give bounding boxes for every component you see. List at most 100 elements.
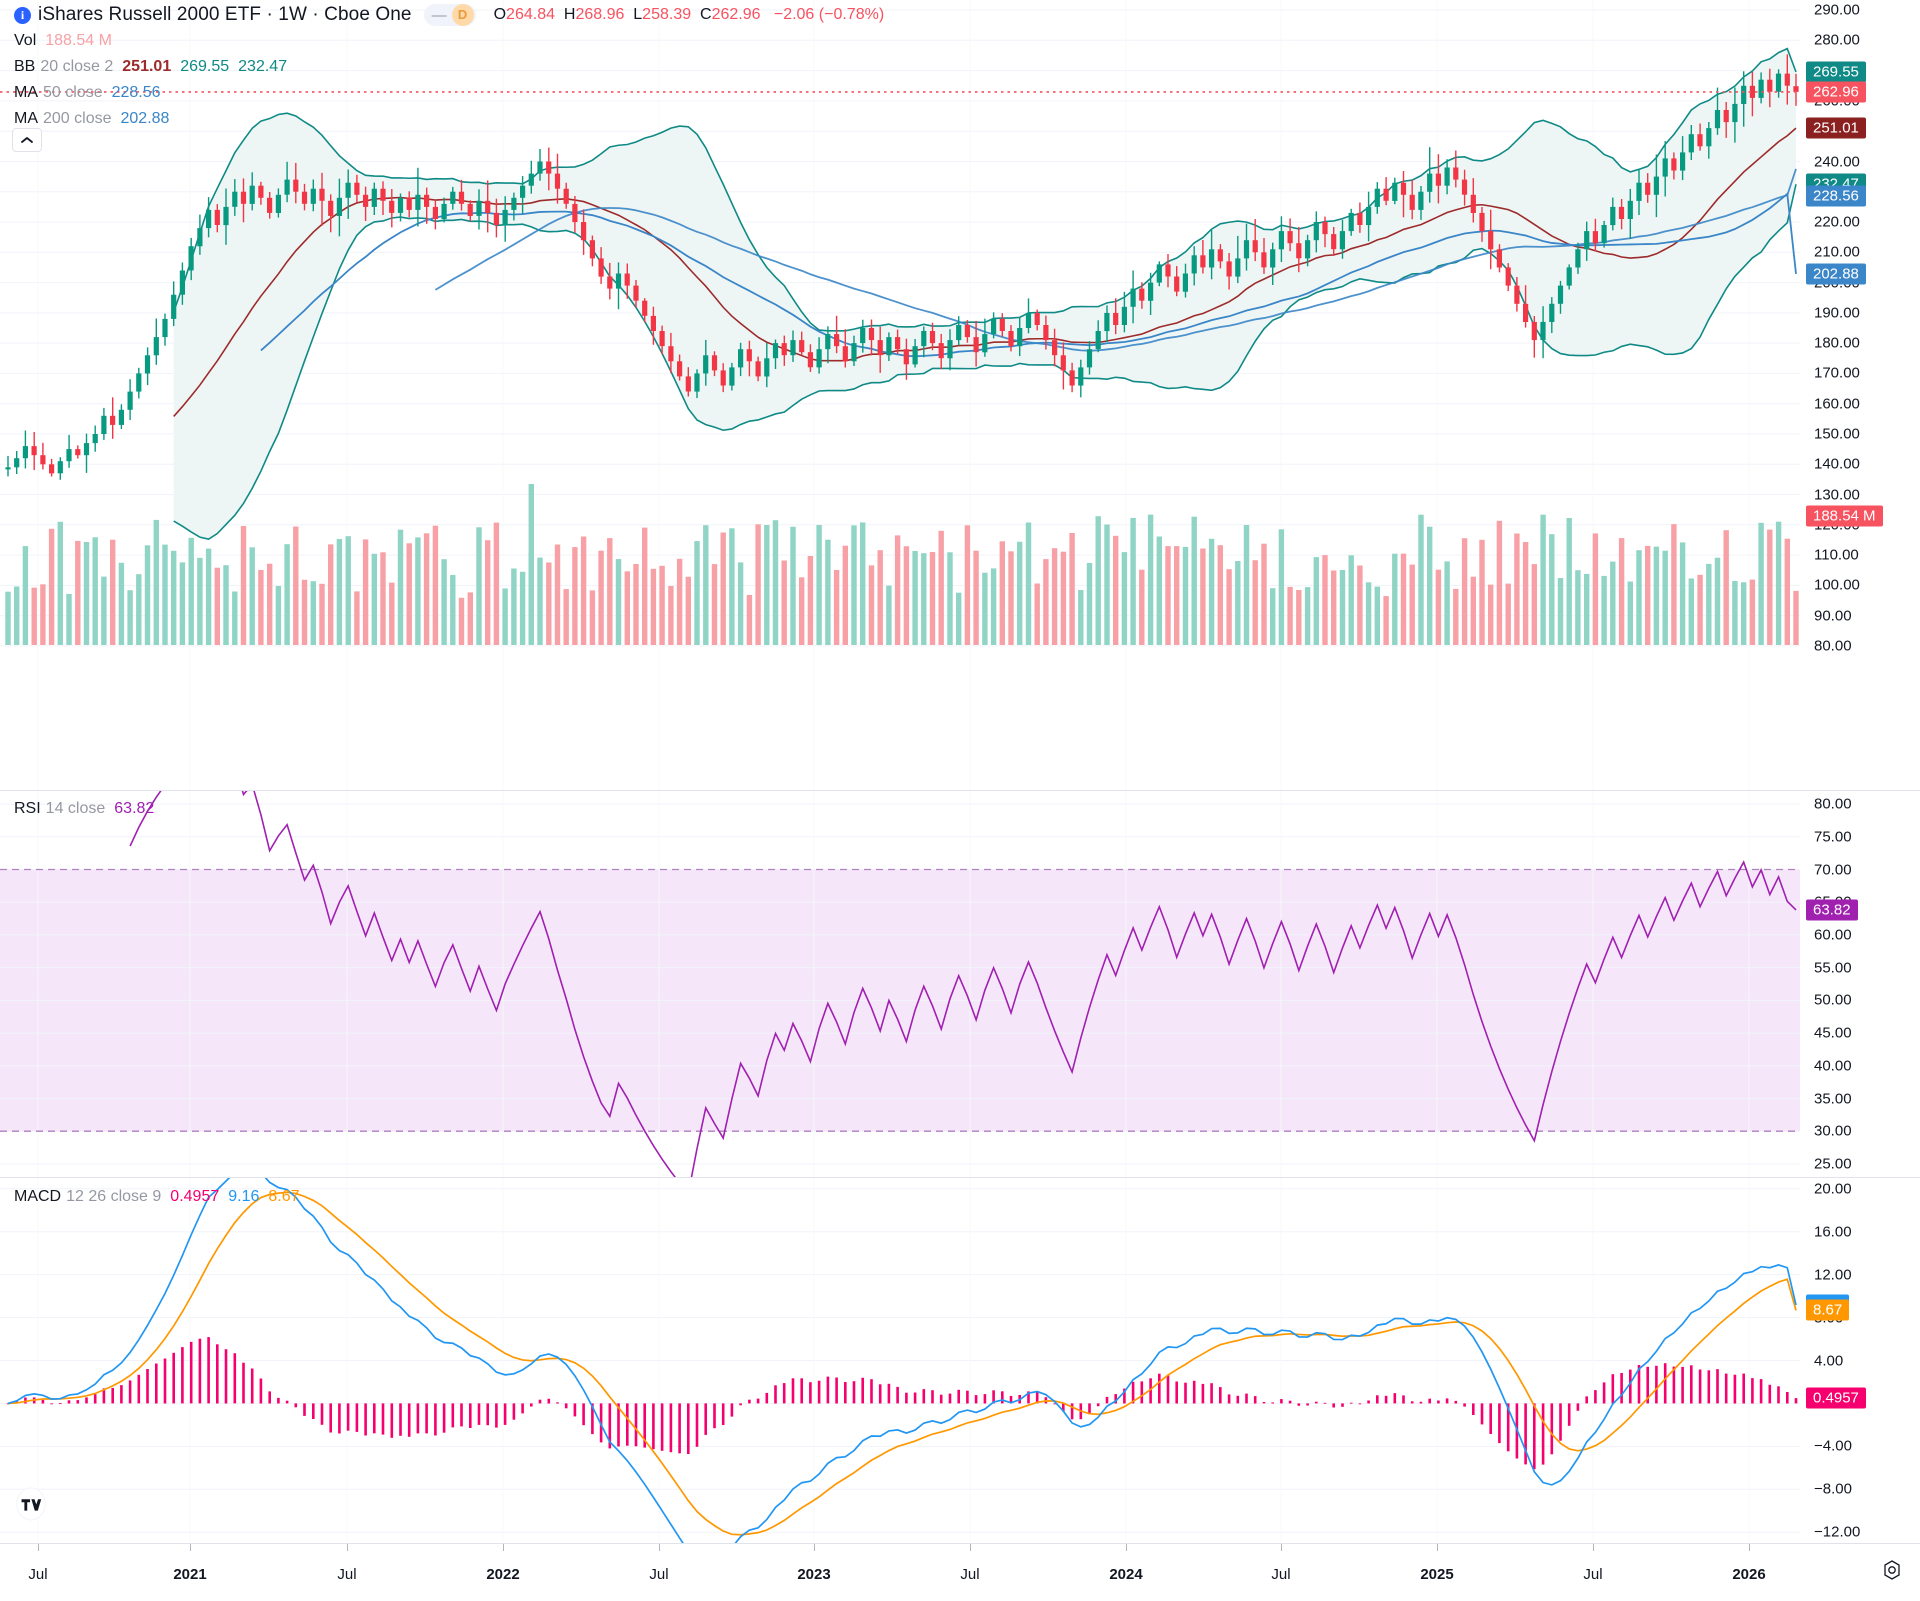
low-label: L	[633, 6, 643, 23]
time-tick-mark	[38, 1544, 39, 1551]
data-source-pill[interactable]: — D	[423, 4, 476, 26]
price-badge[interactable]: 251.01	[1806, 117, 1866, 139]
time-tick-mark	[347, 1544, 348, 1551]
price-tick: 130.00	[1814, 486, 1860, 503]
rsi-legend: RSI 14 close 63.82	[14, 796, 154, 822]
legend-row-macd[interactable]: MACD 12 26 close 9 0.4957 9.16 8.67	[14, 1184, 300, 1210]
pane-separator-2[interactable]	[0, 1177, 1920, 1178]
rsi-badge[interactable]: 63.82	[1806, 899, 1858, 921]
time-axis-label: Jul	[1583, 1566, 1603, 1583]
price-pane[interactable]	[0, 0, 1800, 790]
rsi-tick: 45.00	[1814, 1024, 1852, 1042]
price-badge[interactable]: 202.88	[1806, 263, 1866, 285]
time-tick-mark	[1593, 1544, 1594, 1551]
rsi-indicator-args: 14 close	[45, 800, 106, 817]
tradingview-logo[interactable]	[14, 1487, 48, 1521]
ma200-indicator-name: MA	[14, 110, 38, 127]
volume-indicator-value: 188.54 M	[45, 32, 112, 49]
macd-tick: 4.00	[1814, 1352, 1844, 1369]
ohlc-values: O264.84 H268.96 L258.39 C262.96 −2.06 (−…	[494, 2, 885, 28]
bb-lower-value: 232.47	[238, 58, 288, 75]
price-chart-svg	[0, 0, 1800, 790]
price-tick: 80.00	[1814, 637, 1852, 655]
macd-legend: MACD 12 26 close 9 0.4957 9.16 8.67	[14, 1184, 300, 1210]
price-tick: 280.00	[1814, 31, 1860, 49]
chart-legend: i iShares Russell 2000 ETF · 1W · Cboe O…	[14, 2, 884, 132]
price-badge[interactable]: 262.96	[1806, 81, 1866, 103]
time-tick-mark	[970, 1544, 971, 1551]
bb-indicator-args: 20 close 2	[40, 58, 114, 75]
macd-indicator-args: 12 26 close 9	[66, 1188, 162, 1205]
macd-badge[interactable]: 0.4957	[1806, 1387, 1866, 1409]
collapse-legend-button[interactable]	[12, 128, 42, 152]
close-label: C	[700, 6, 712, 23]
rsi-tick: 55.00	[1814, 959, 1852, 977]
rsi-tick: 80.00	[1814, 795, 1852, 813]
rsi-axis[interactable]: 80.0075.0070.0065.0060.0055.0050.0045.00…	[1800, 791, 1920, 1177]
symbol-title[interactable]: iShares Russell 2000 ETF · 1W · Cboe One	[38, 4, 412, 25]
legend-row-ma50[interactable]: MA 50 close 228.56	[14, 80, 884, 106]
price-tick: 160.00	[1814, 395, 1860, 413]
macd-pane[interactable]	[0, 1178, 1800, 1543]
time-axis-label: Jul	[28, 1566, 48, 1583]
price-badge[interactable]: 188.54 M	[1806, 505, 1883, 527]
legend-row-symbol[interactable]: i iShares Russell 2000 ETF · 1W · Cboe O…	[14, 2, 884, 28]
time-axis-label: Jul	[960, 1566, 980, 1583]
pill-dash-icon: —	[431, 6, 447, 24]
high-value: 268.96	[575, 6, 625, 23]
price-tick: 180.00	[1814, 334, 1860, 352]
info-icon[interactable]: i	[14, 6, 31, 24]
macd-tick: 20.00	[1814, 1180, 1852, 1198]
high-label: H	[563, 6, 576, 23]
macd-signal-value: 8.67	[268, 1188, 300, 1205]
time-tick-mark	[1281, 1544, 1282, 1551]
macd-axis[interactable]: 20.0016.0012.008.004.000.00−4.00−8.00−12…	[1800, 1178, 1920, 1543]
legend-row-volume[interactable]: Vol 188.54 M	[14, 28, 884, 54]
time-axis-label: 2021	[173, 1566, 207, 1583]
price-tick: 140.00	[1814, 455, 1860, 473]
time-axis-label: 2025	[1420, 1566, 1454, 1583]
time-axis[interactable]: Jul 2021 Jul 2022 Jul 2023 Jul 2024 Jul 2025 Jul 20…	[0, 1543, 1920, 1601]
timezone-button[interactable]	[1880, 1558, 1904, 1582]
rsi-tick: 60.00	[1814, 926, 1852, 944]
time-tick-mark	[814, 1544, 815, 1551]
rsi-tick: 30.00	[1814, 1122, 1852, 1140]
open-label: O	[493, 6, 507, 23]
legend-row-bollinger[interactable]: BB 20 close 2 251.01 269.55 232.47	[14, 54, 884, 80]
macd-line-value: 9.16	[228, 1188, 260, 1205]
price-axis[interactable]: 290.00280.00270.00260.00250.00240.00230.…	[1800, 0, 1920, 790]
rsi-tick: 25.00	[1814, 1155, 1852, 1173]
legend-row-rsi[interactable]: RSI 14 close 63.82	[14, 796, 154, 822]
ma200-indicator-args: 200 close	[43, 110, 112, 127]
chevron-up-icon	[21, 137, 33, 143]
pill-delayed-badge[interactable]: D	[451, 4, 474, 26]
macd-badge[interactable]: 8.67	[1806, 1299, 1850, 1321]
time-axis-label: Jul	[649, 1566, 669, 1583]
ma50-indicator-name: MA	[14, 84, 38, 101]
price-badge[interactable]: 228.56	[1806, 185, 1866, 207]
time-axis-label: Jul	[337, 1566, 357, 1583]
rsi-chart-svg	[0, 791, 1800, 1177]
time-axis-label: 2023	[797, 1566, 831, 1583]
change-value: −2.06 (−0.78%)	[773, 6, 885, 23]
time-tick-mark	[503, 1544, 504, 1551]
time-tick-mark	[1126, 1544, 1127, 1551]
rsi-pane[interactable]	[0, 791, 1800, 1177]
macd-hist-value: 0.4957	[170, 1188, 220, 1205]
bb-upper-value: 269.55	[180, 58, 230, 75]
price-tick: 100.00	[1814, 576, 1860, 594]
time-axis-label: 2022	[486, 1566, 520, 1583]
macd-indicator-name: MACD	[14, 1188, 62, 1205]
rsi-indicator-name: RSI	[14, 800, 41, 817]
macd-tick: 16.00	[1814, 1223, 1852, 1241]
price-tick: 150.00	[1814, 425, 1860, 443]
macd-tick: 12.00	[1814, 1266, 1852, 1284]
price-tick: 190.00	[1814, 304, 1860, 322]
open-value: 264.84	[506, 6, 555, 23]
pane-separator-1[interactable]	[0, 790, 1920, 791]
time-axis-label: Jul	[1271, 1566, 1291, 1583]
legend-row-ma200[interactable]: MA 200 close 202.88	[14, 106, 884, 132]
price-badge[interactable]: 269.55	[1806, 61, 1866, 83]
time-tick-mark	[659, 1544, 660, 1551]
close-value: 262.96	[711, 6, 761, 23]
